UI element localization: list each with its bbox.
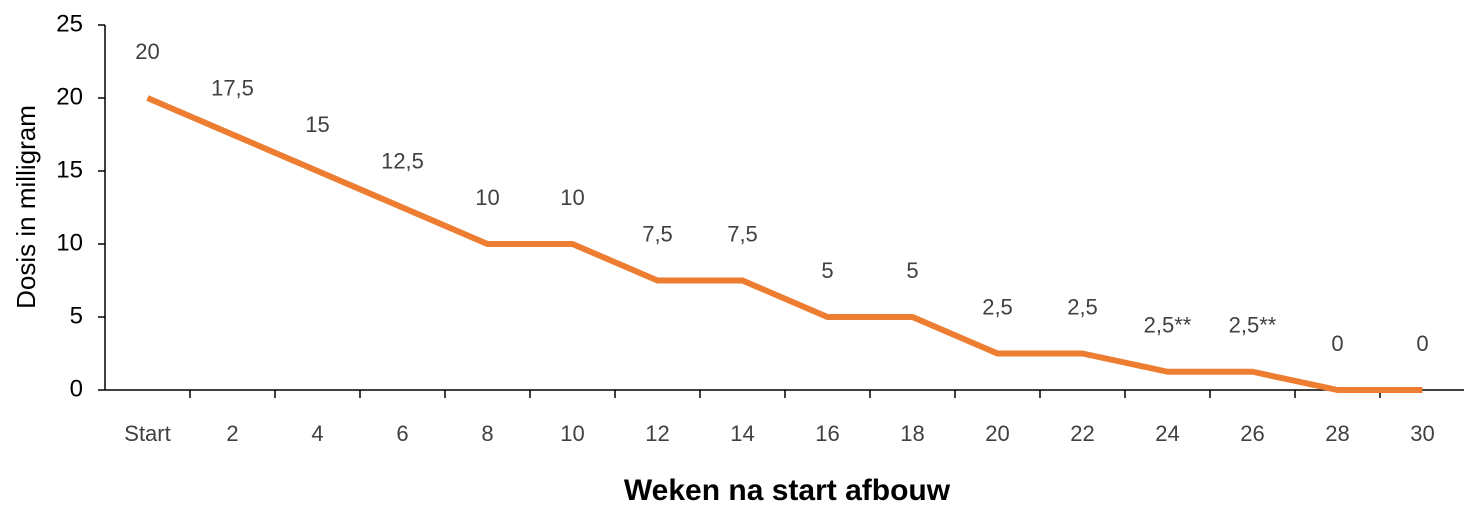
x-tick-label: 28 [1325,421,1349,446]
data-label: 0 [1416,331,1428,356]
x-tick-label: 12 [645,421,669,446]
data-label: 10 [475,185,499,210]
x-tick-label: 14 [730,421,754,446]
x-tick-label: 18 [900,421,924,446]
x-tick-label: Start [124,421,170,446]
data-label: 2,5 [1067,294,1098,319]
data-label: 7,5 [642,221,673,246]
x-tick-label: 30 [1410,421,1434,446]
data-label: 17,5 [211,75,254,100]
line [146,95,1423,393]
x-tick-label: 6 [396,421,408,446]
y-tick-label: 10 [56,229,83,256]
x-tick-label: 8 [481,421,493,446]
x-axis-title: Weken na start afbouw [624,474,951,505]
data-label: 2,5** [1144,313,1192,338]
data-label: 2,5 [982,294,1013,319]
x-tick-label: 24 [1155,421,1179,446]
data-label: 20 [135,39,159,64]
x-tick-label: 16 [815,421,839,446]
y-tick-label: 5 [70,302,83,329]
y-tick-label: 20 [56,83,83,110]
data-label: 2,5** [1229,313,1277,338]
y-axis-title: Dosis in milligram [11,105,41,309]
x-tick-label: 22 [1070,421,1094,446]
data-label: 15 [305,112,329,137]
x-tick-label: 20 [985,421,1009,446]
data-label: 10 [560,185,584,210]
x-tick-label: 10 [560,421,584,446]
data-label: 5 [821,258,833,283]
data-label: 0 [1331,331,1343,356]
y-tick-label: 25 [56,10,83,37]
data-label: 5 [906,258,918,283]
x-tick-label: 26 [1240,421,1264,446]
y-tick-label: 0 [70,375,83,402]
x-tick-label: 4 [311,421,323,446]
y-tick-label: 15 [56,156,83,183]
data-label: 12,5 [381,148,424,173]
x-tick-label: 2 [226,421,238,446]
data-label: 7,5 [727,221,758,246]
